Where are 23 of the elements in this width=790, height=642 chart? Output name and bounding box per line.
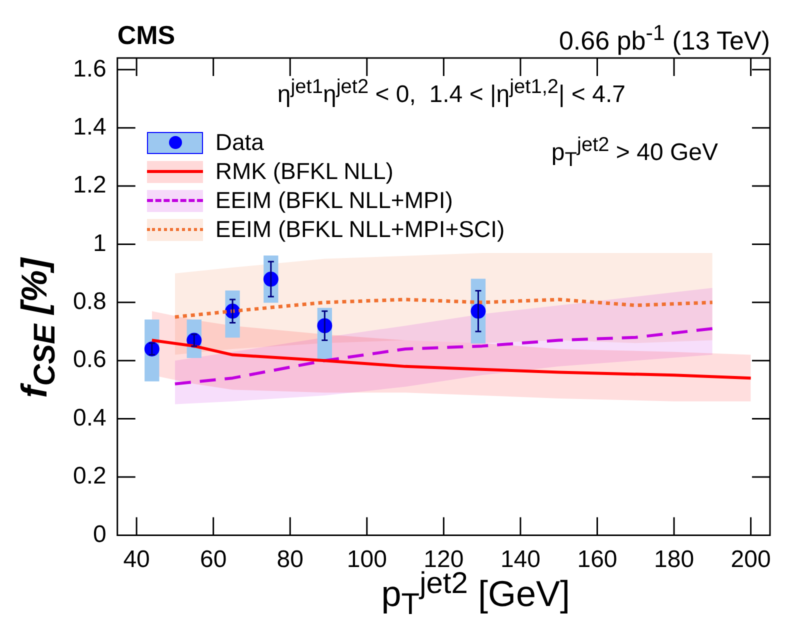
annotation: η$^{jet1}$η$^{jet2}$ < 0, 1.4 < |η$^{jet1,2}$| < 4.7	[277, 76, 626, 109]
x-tick-label: 80	[276, 546, 304, 574]
y-tick-label: 1.2	[72, 172, 106, 199]
y-tick-label: 0	[93, 520, 106, 548]
y-tick-label: 0.8	[72, 288, 106, 316]
y-tick-label: 1	[93, 230, 106, 257]
x-tick-label: 40	[123, 546, 150, 574]
legend-label: RMK (BFKL NLL)	[215, 158, 394, 185]
annotation: p$_{T}$$^{jet2}$ > 40 GeV	[551, 134, 718, 172]
y-tick-label: 0.6	[72, 346, 106, 374]
y-tick-label: 1.6	[72, 55, 106, 82]
chart-title: CMS	[117, 20, 176, 51]
legend-label: EEIM (BFKL NLL+MPI)	[215, 187, 453, 214]
y-tick-label: 1.4	[72, 113, 106, 140]
legend-label: EEIM (BFKL NLL+MPI+SCI)	[215, 216, 505, 243]
x-tick-label: 200	[730, 546, 771, 574]
x-tick-label: 180	[654, 546, 694, 574]
x-tick-label: 160	[577, 546, 618, 574]
y-tick-label: 0.2	[72, 462, 106, 490]
y-tick-label: 0.4	[72, 404, 106, 432]
chart-subtitle: 0.66 pb$^{-1}$ (13 TeV)	[558, 20, 770, 57]
x-tick-label: 60	[200, 546, 227, 574]
legend-label: Data	[215, 129, 264, 156]
